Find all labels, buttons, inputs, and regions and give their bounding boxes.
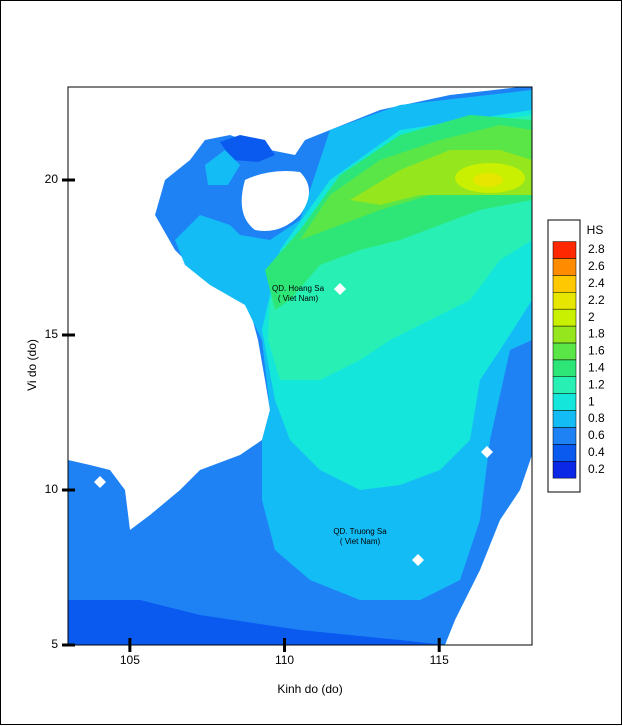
legend-title: HS [587, 223, 604, 237]
land [94, 171, 517, 581]
x-tick-label: 105 [120, 653, 140, 667]
annotation: QD. Hoang Sa [272, 284, 325, 293]
legend-swatch [552, 461, 577, 479]
legend-label: 1.2 [588, 377, 605, 391]
contour-fill [68, 600, 445, 645]
legend-label: 0.2 [588, 462, 605, 476]
x-tick-label: 110 [275, 653, 294, 667]
contour-fill [205, 150, 240, 185]
legend-label: 2.6 [588, 259, 605, 273]
legend-swatch [552, 258, 577, 276]
plot-border [67, 86, 533, 646]
legend-label: 0.6 [588, 428, 605, 442]
island [412, 554, 424, 566]
y-tick-label: 10 [45, 482, 59, 496]
contour-fill [473, 173, 503, 187]
legend-label: 0.8 [588, 411, 605, 425]
annotation: QD. Truong Sa [333, 527, 387, 536]
y-tick-label: 20 [45, 172, 59, 186]
x-tick-label: 115 [430, 653, 449, 667]
island [505, 569, 517, 581]
legend-label: 1 [588, 394, 595, 408]
legend-swatch [552, 275, 577, 293]
annotation: ( Viet Nam) [340, 537, 381, 546]
legend-swatch [552, 241, 577, 259]
legend-swatch [552, 342, 577, 361]
legend-swatch [552, 427, 577, 445]
legend-label: 1.4 [588, 360, 605, 374]
legend-swatch [552, 410, 577, 428]
legend-swatch [552, 444, 577, 462]
legend-swatch [552, 359, 577, 378]
y-tick-label: 5 [51, 637, 58, 651]
island [94, 476, 106, 488]
legend-label: 0.4 [588, 445, 605, 459]
legend-label: 2.8 [588, 242, 605, 256]
legend-label: 1.8 [588, 327, 605, 341]
legend-label: 2 [588, 310, 595, 324]
legend-swatch [552, 308, 577, 327]
hainan [241, 171, 309, 231]
annotation: ( Viet Nam) [278, 294, 319, 303]
legend-swatch [552, 376, 577, 394]
legend-swatch [552, 292, 577, 310]
legend-swatch [552, 325, 577, 344]
legend-label: 2.2 [588, 293, 605, 307]
y-axis-label: Vi do (do) [25, 339, 39, 391]
island [334, 283, 346, 295]
legend-swatch [552, 393, 577, 411]
island [481, 446, 493, 458]
legend-label: 2.4 [588, 276, 605, 290]
y-tick-label: 15 [45, 327, 59, 341]
contour-fill [220, 135, 275, 162]
x-axis-label: Kinh do (do) [277, 682, 342, 696]
legend-label: 1.6 [588, 344, 605, 358]
contour-field [68, 87, 532, 645]
island [496, 545, 508, 557]
